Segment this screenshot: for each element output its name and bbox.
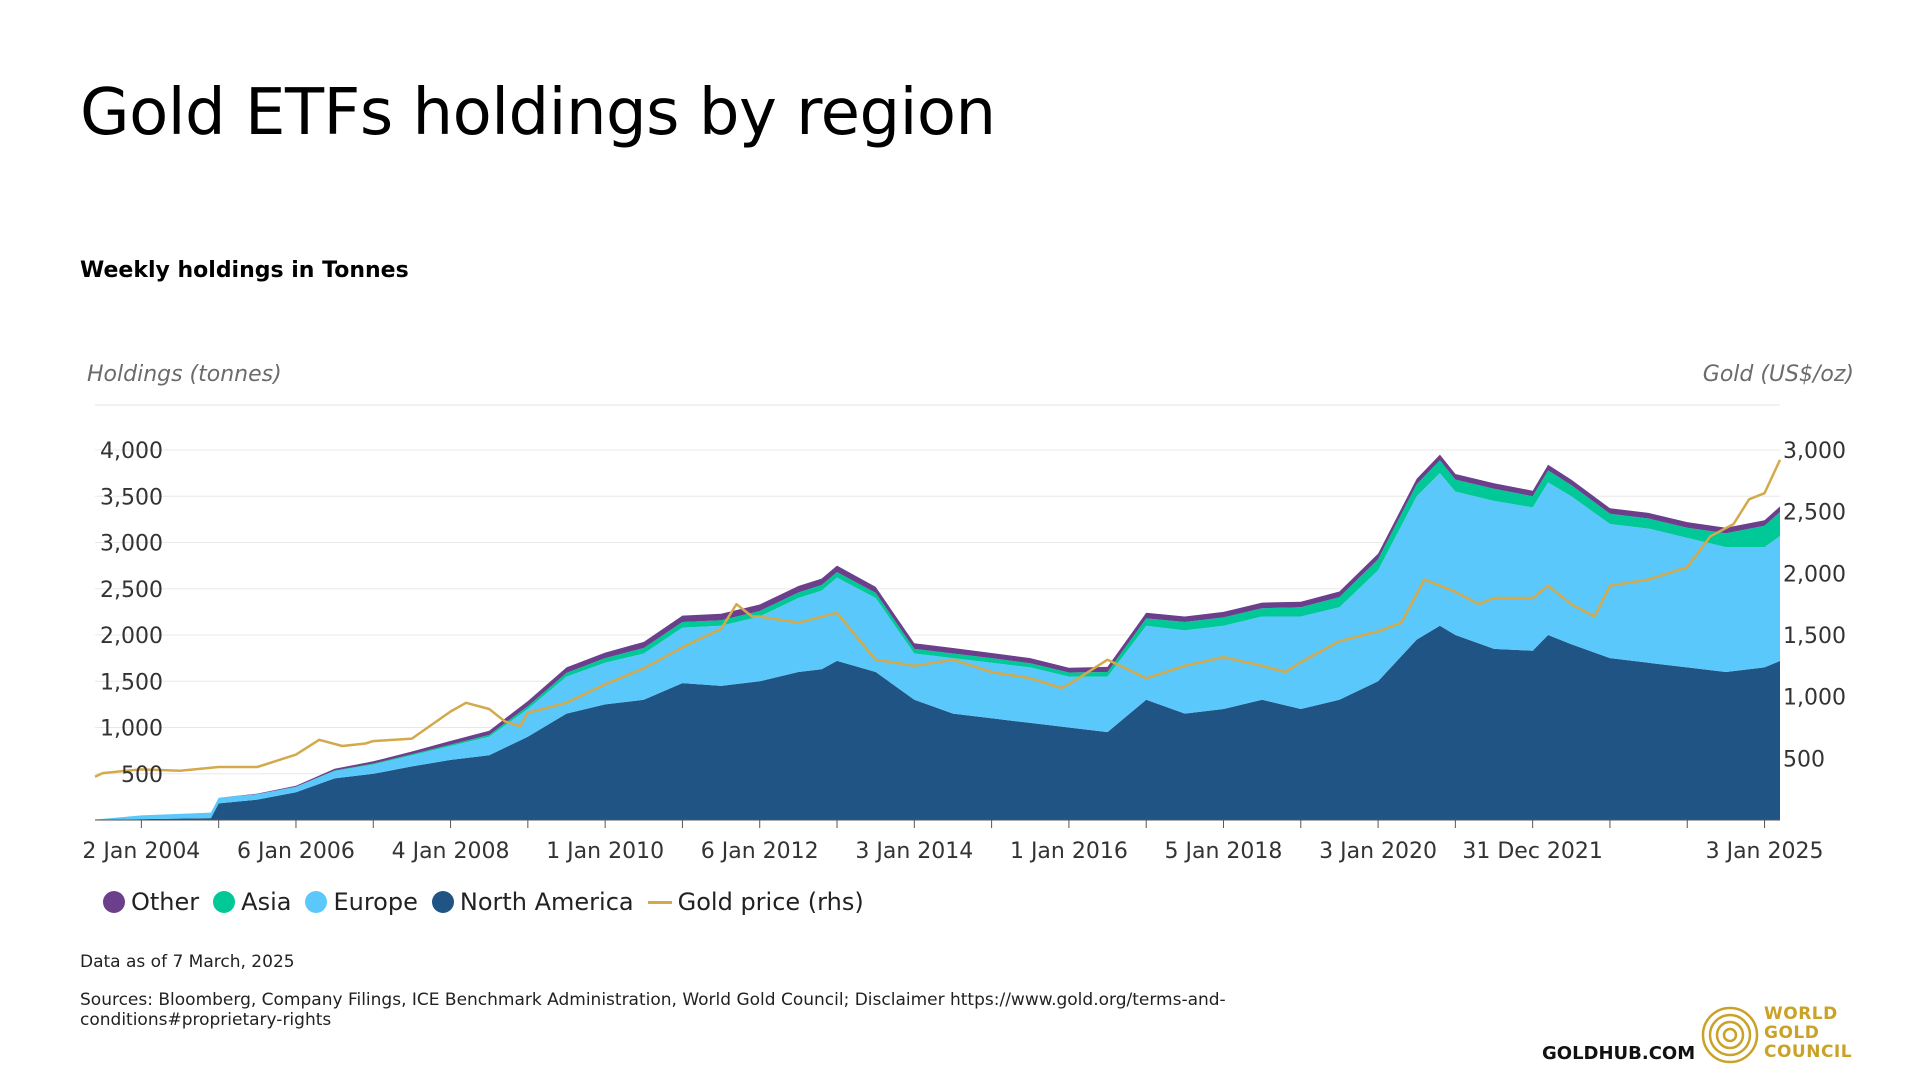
left-tick-label: 2,500 (100, 578, 163, 603)
wgc-logo-icon (1701, 1006, 1759, 1064)
legend-swatch-gold-price (647, 900, 672, 904)
legend-label-asia: Asia (241, 888, 292, 916)
right-tick-label: 2,500 (1783, 501, 1846, 526)
left-tick-label: 1,000 (100, 717, 163, 742)
legend-label-europe: Europe (333, 888, 418, 916)
x-tick-label: 5 Jan 2018 (1165, 839, 1283, 864)
chart-legend: Other Asia Europe North America Gold pri… (103, 888, 878, 916)
legend-item-asia[interactable]: Asia (213, 888, 291, 916)
left-tick-label: 4,000 (100, 439, 163, 464)
x-tick-label: 6 Jan 2012 (701, 839, 819, 864)
left-tick-label: 500 (121, 763, 163, 788)
data-as-of-note: Data as of 7 March, 2025 (80, 952, 295, 972)
legend-item-gold-price[interactable]: Gold price (rhs) (647, 888, 864, 916)
right-axis-label: Gold (US$/oz) (1703, 362, 1854, 387)
right-tick-label: 3,000 (1783, 439, 1846, 464)
page-title: Gold ETFs holdings by region (80, 76, 996, 150)
chart-subtitle: Weekly holdings in Tonnes (80, 258, 409, 283)
x-tick-label: 3 Jan 2014 (855, 839, 973, 864)
legend-swatch-north-america (431, 891, 454, 913)
x-tick-label: 4 Jan 2008 (392, 839, 510, 864)
legend-swatch-asia (213, 891, 236, 913)
x-tick-label: 3 Jan 2020 (1319, 839, 1437, 864)
legend-swatch-other (103, 891, 125, 913)
legend-swatch-europe (305, 891, 328, 913)
legend-item-north-america[interactable]: North America (431, 888, 634, 916)
legend-label-other: Other (131, 888, 200, 916)
left-tick-label: 3,000 (100, 532, 163, 557)
wgc-wordmark: WORLD GOLD COUNCIL (1764, 1005, 1852, 1062)
right-tick-label: 2,000 (1783, 562, 1846, 587)
sources-note: Sources: Bloomberg, Company Filings, ICE… (80, 990, 1226, 1030)
legend-item-other[interactable]: Other (103, 888, 199, 916)
left-tick-label: 2,000 (100, 624, 163, 649)
left-axis-label: Holdings (tonnes) (87, 362, 282, 387)
left-tick-label: 1,500 (100, 670, 163, 695)
legend-label-gold-price: Gold price (rhs) (677, 888, 864, 916)
area-north-america (95, 625, 1780, 820)
left-tick-label: 3,500 (100, 485, 163, 510)
holdings-chart: Holdings (tonnes) Gold (US$/oz) 500 1,000… (82, 362, 1854, 864)
x-tick-label: 1 Jan 2016 (1010, 839, 1128, 864)
goldhub-link[interactable]: GOLDHUB.COM (1542, 1043, 1696, 1064)
x-tick-label: 1 Jan 2010 (546, 839, 664, 864)
x-tick-label: 6 Jan 2006 (237, 839, 355, 864)
area-europe (95, 473, 1780, 820)
x-tick-label: 2 Jan 2004 (82, 839, 200, 864)
x-tick-label: 3 Jan 2025 (1706, 839, 1824, 864)
legend-item-europe[interactable]: Europe (305, 888, 418, 916)
wgc-line-1: WORLD (1764, 1004, 1838, 1024)
x-tick-label: 31 Dec 2021 (1462, 839, 1603, 864)
right-tick-label: 1,000 (1783, 686, 1846, 711)
wgc-line-2: GOLD (1764, 1023, 1820, 1043)
wgc-line-3: COUNCIL (1764, 1042, 1853, 1062)
legend-label-north-america: North America (459, 888, 634, 916)
right-tick-label: 1,500 (1783, 624, 1846, 649)
gold-price-line (94, 459, 1782, 778)
right-tick-label: 500 (1783, 747, 1825, 772)
